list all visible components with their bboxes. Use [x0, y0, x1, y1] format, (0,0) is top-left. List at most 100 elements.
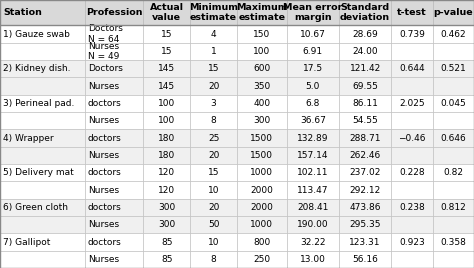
Bar: [85, 25, 143, 43]
Bar: [433, 60, 474, 77]
Bar: [0, 164, 85, 181]
Text: 102.11: 102.11: [297, 168, 328, 177]
Text: 120: 120: [158, 185, 175, 195]
Text: 25: 25: [208, 133, 219, 143]
Bar: [433, 95, 474, 112]
Bar: [85, 77, 143, 95]
Text: 473.86: 473.86: [349, 203, 381, 212]
Bar: [143, 129, 190, 147]
Text: 24.00: 24.00: [352, 47, 378, 56]
Text: 3) Perineal pad.: 3) Perineal pad.: [3, 99, 75, 108]
Bar: [0, 251, 85, 268]
Text: 0.646: 0.646: [440, 133, 466, 143]
Text: 8: 8: [211, 116, 217, 125]
Bar: [287, 112, 339, 129]
Text: 2.025: 2.025: [399, 99, 425, 108]
Bar: [190, 112, 237, 129]
Text: 100: 100: [158, 99, 175, 108]
Bar: [85, 95, 143, 112]
Bar: [0, 147, 85, 164]
Bar: [237, 147, 287, 164]
Bar: [143, 43, 190, 60]
Bar: [190, 251, 237, 268]
Text: 1: 1: [211, 47, 217, 56]
Bar: [392, 95, 433, 112]
Text: 250: 250: [253, 255, 270, 264]
Bar: [0, 216, 85, 233]
Text: Doctors: Doctors: [88, 64, 123, 73]
Bar: [392, 216, 433, 233]
Bar: [85, 112, 143, 129]
Text: 56.16: 56.16: [352, 255, 378, 264]
Bar: [143, 181, 190, 199]
Bar: [287, 147, 339, 164]
Bar: [190, 147, 237, 164]
Text: Profession: Profession: [86, 8, 143, 17]
Text: 132.89: 132.89: [297, 133, 328, 143]
Bar: [143, 233, 190, 251]
Text: 0.521: 0.521: [440, 64, 466, 73]
Text: 10.67: 10.67: [300, 29, 326, 39]
Text: 0.82: 0.82: [443, 168, 463, 177]
Bar: [190, 77, 237, 95]
Text: 2000: 2000: [250, 203, 273, 212]
Text: p-value: p-value: [434, 8, 473, 17]
Text: 0.739: 0.739: [399, 29, 425, 39]
Text: Doctors
N = 64: Doctors N = 64: [88, 24, 123, 44]
Bar: [287, 181, 339, 199]
Bar: [85, 0, 143, 25]
Text: 5) Delivery mat: 5) Delivery mat: [3, 168, 74, 177]
Text: 300: 300: [158, 220, 175, 229]
Bar: [287, 199, 339, 216]
Bar: [339, 95, 392, 112]
Bar: [143, 112, 190, 129]
Bar: [85, 60, 143, 77]
Bar: [0, 25, 85, 43]
Bar: [143, 164, 190, 181]
Bar: [339, 112, 392, 129]
Text: 4: 4: [211, 29, 217, 39]
Text: 0.358: 0.358: [440, 237, 466, 247]
Bar: [85, 147, 143, 164]
Bar: [287, 216, 339, 233]
Bar: [190, 181, 237, 199]
Text: 100: 100: [253, 47, 271, 56]
Text: 20: 20: [208, 203, 219, 212]
Text: −0.46: −0.46: [398, 133, 426, 143]
Text: 50: 50: [208, 220, 219, 229]
Text: 10: 10: [208, 185, 219, 195]
Bar: [143, 251, 190, 268]
Text: 54.55: 54.55: [352, 116, 378, 125]
Text: 1000: 1000: [250, 220, 273, 229]
Bar: [190, 199, 237, 216]
Bar: [0, 112, 85, 129]
Bar: [392, 199, 433, 216]
Bar: [190, 216, 237, 233]
Bar: [392, 233, 433, 251]
Bar: [287, 164, 339, 181]
Bar: [339, 129, 392, 147]
Text: 7) Gallipot: 7) Gallipot: [3, 237, 51, 247]
Bar: [339, 216, 392, 233]
Bar: [433, 43, 474, 60]
Bar: [85, 129, 143, 147]
Text: 150: 150: [253, 29, 271, 39]
Text: 1500: 1500: [250, 151, 273, 160]
Bar: [433, 164, 474, 181]
Text: 0.923: 0.923: [399, 237, 425, 247]
Bar: [339, 251, 392, 268]
Bar: [143, 77, 190, 95]
Bar: [433, 181, 474, 199]
Text: 145: 145: [158, 81, 175, 91]
Text: Nurses: Nurses: [88, 81, 119, 91]
Text: 1500: 1500: [250, 133, 273, 143]
Text: 0.238: 0.238: [399, 203, 425, 212]
Text: 292.12: 292.12: [349, 185, 381, 195]
Bar: [339, 199, 392, 216]
Bar: [392, 251, 433, 268]
Bar: [392, 129, 433, 147]
Text: 6) Green cloth: 6) Green cloth: [3, 203, 68, 212]
Bar: [433, 112, 474, 129]
Text: doctors: doctors: [88, 99, 121, 108]
Text: Actual
value: Actual value: [150, 3, 184, 23]
